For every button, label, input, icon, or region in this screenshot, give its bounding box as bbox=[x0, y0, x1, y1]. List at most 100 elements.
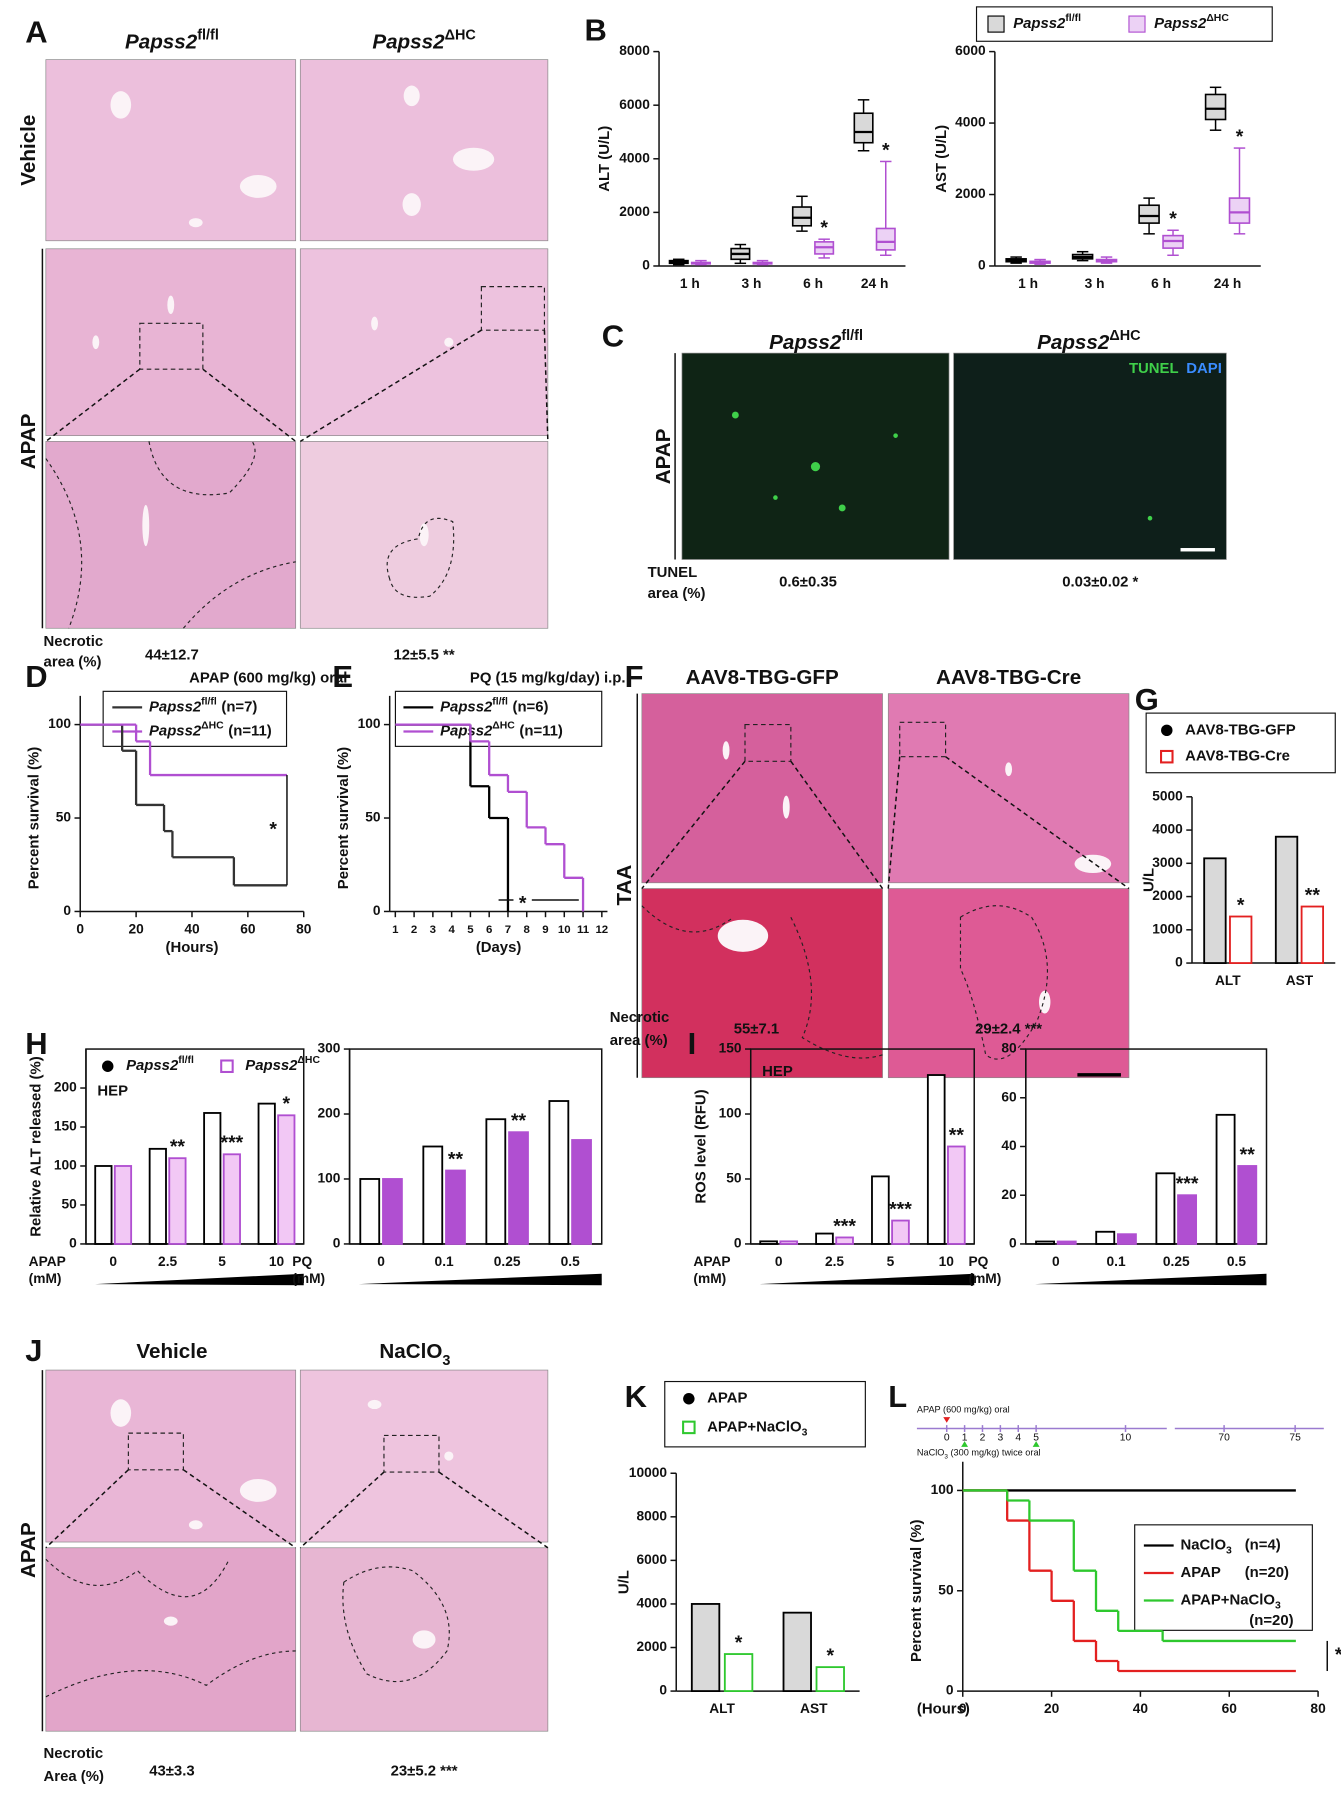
vessel bbox=[188, 1520, 203, 1530]
y-tick-label: 6000 bbox=[619, 97, 650, 112]
zoom-box bbox=[744, 724, 792, 762]
y-tick-label: 100 bbox=[719, 1106, 742, 1121]
x-tick-label: 0.25 bbox=[1163, 1254, 1190, 1269]
row-label: APAP bbox=[652, 428, 675, 484]
vessel bbox=[163, 1616, 178, 1626]
necrotic-outline bbox=[45, 441, 296, 629]
x-axis-label: (mM) bbox=[292, 1271, 325, 1286]
timeline-label: NaClO3 (300 mg/kg) twice oral bbox=[917, 1448, 1041, 1461]
significance: * bbox=[1169, 208, 1177, 230]
signal bbox=[1147, 515, 1153, 521]
bar bbox=[1237, 1165, 1258, 1245]
column-header-main: NaClO bbox=[379, 1340, 442, 1363]
y-axis-label: Percent survival (%) bbox=[26, 747, 42, 889]
legend-label-main: Papss2 bbox=[440, 723, 493, 739]
vessel bbox=[412, 1630, 436, 1649]
x-tick-label: 60 bbox=[1222, 1701, 1238, 1716]
x-axis-label: APAP bbox=[693, 1254, 730, 1269]
vessel bbox=[110, 1399, 132, 1427]
vessel bbox=[371, 316, 379, 331]
vessel bbox=[188, 218, 203, 228]
micrograph bbox=[299, 248, 549, 437]
metric-label: Necrotic bbox=[610, 1010, 670, 1026]
legend-box bbox=[975, 6, 1273, 42]
panel-label: I bbox=[688, 1026, 697, 1061]
legend-label-main: AAV8-TBG-Cre bbox=[1185, 749, 1290, 765]
column-header: NaClO3 bbox=[379, 1340, 450, 1368]
bar bbox=[1229, 915, 1253, 964]
y-tick-label: 200 bbox=[54, 1080, 77, 1095]
bar bbox=[871, 1175, 890, 1245]
x-tick-label: 5 bbox=[467, 924, 474, 936]
x-tick-label: 0 bbox=[76, 921, 84, 936]
legend-marker bbox=[1128, 15, 1146, 33]
x-tick-label: 1 h bbox=[680, 276, 700, 291]
bar bbox=[947, 1145, 966, 1245]
micrograph bbox=[953, 352, 1227, 560]
legend-box bbox=[664, 1380, 866, 1448]
x-tick-label: 0.1 bbox=[435, 1254, 454, 1269]
legend-label: Papss2ΔHC bbox=[245, 1055, 320, 1074]
bar bbox=[94, 1165, 113, 1245]
legend-marker bbox=[683, 1392, 695, 1405]
bar bbox=[359, 1178, 381, 1245]
y-tick-label: 100 bbox=[54, 1158, 77, 1173]
legend-label-main: APAP bbox=[707, 1391, 747, 1407]
bar bbox=[1274, 835, 1299, 964]
legend-label-main: Papss2 bbox=[1013, 16, 1066, 32]
bar bbox=[203, 1112, 222, 1245]
bar bbox=[445, 1169, 466, 1245]
bar bbox=[891, 1219, 910, 1245]
micrograph bbox=[45, 59, 297, 242]
column-header-sub: 3 bbox=[442, 1353, 450, 1369]
panel-label: A bbox=[25, 15, 47, 50]
legend-label: APAP bbox=[707, 1391, 747, 1407]
y-tick-label: 0 bbox=[1009, 1236, 1017, 1251]
x-axis-label: (Hours) bbox=[917, 1701, 970, 1717]
legend-label-main: Papss2 bbox=[149, 699, 202, 715]
y-tick-label: 1000 bbox=[1152, 921, 1183, 936]
column-header-sup: ΔHC bbox=[1109, 328, 1141, 344]
y-axis-label: ALT (U/L) bbox=[597, 126, 613, 192]
y-axis-label: U/L bbox=[1142, 868, 1158, 892]
significance: * bbox=[1237, 894, 1245, 916]
vessel bbox=[402, 193, 421, 216]
panel-label: E bbox=[332, 659, 353, 694]
zoom-line bbox=[45, 368, 141, 442]
timeline-tick-label: 3 bbox=[997, 1432, 1003, 1443]
legend-label: APAP+NaClO3 bbox=[1181, 1592, 1281, 1611]
x-tick-label: 0.1 bbox=[1107, 1254, 1126, 1269]
column-header-sup: ΔHC bbox=[445, 27, 477, 43]
bar bbox=[1215, 1113, 1236, 1245]
y-tick-label: 0 bbox=[642, 258, 650, 273]
micrograph bbox=[887, 888, 1130, 1079]
y-tick-label: 60 bbox=[1001, 1089, 1017, 1104]
vessel bbox=[239, 1478, 277, 1502]
x-tick-label: ALT bbox=[709, 1701, 735, 1716]
vessel bbox=[722, 741, 730, 760]
micrograph bbox=[299, 59, 549, 242]
signal bbox=[893, 433, 898, 438]
significance: *** bbox=[221, 1132, 244, 1154]
legend-label-sup: fl/fl bbox=[492, 697, 508, 708]
y-tick-label: 40 bbox=[1001, 1138, 1017, 1153]
x-tick-label: 1 bbox=[392, 924, 399, 936]
bar bbox=[723, 1653, 754, 1692]
x-axis-label: (mM) bbox=[693, 1271, 726, 1286]
necrotic-outline bbox=[45, 1558, 296, 1698]
timeline-tick-label: 10 bbox=[1120, 1432, 1132, 1443]
bar bbox=[815, 1232, 834, 1245]
y-tick-label: 5000 bbox=[1152, 788, 1183, 803]
vessel bbox=[1038, 990, 1051, 1014]
x-tick-label: 10 bbox=[558, 924, 571, 936]
vessel bbox=[142, 504, 150, 547]
bar bbox=[1056, 1240, 1077, 1245]
result: 23±5.2 *** bbox=[391, 1763, 458, 1779]
legend-n: (n=7) bbox=[221, 699, 257, 715]
annotation: HEP bbox=[762, 1064, 793, 1080]
dose-arrow bbox=[1032, 1441, 1040, 1447]
vessel bbox=[92, 335, 100, 350]
signal bbox=[838, 504, 846, 512]
legend-label-sub: 3 bbox=[1226, 1546, 1232, 1557]
column-header: Papss2ΔHC bbox=[1037, 328, 1141, 355]
